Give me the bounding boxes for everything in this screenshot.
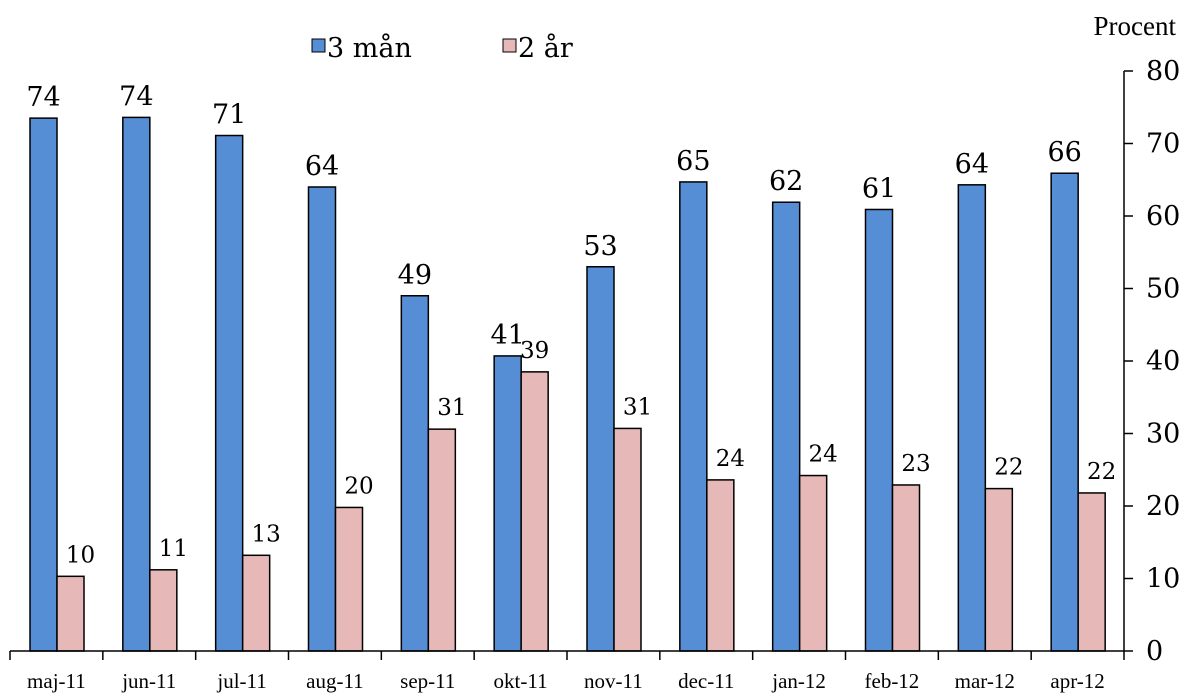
bar-2ar — [891, 484, 921, 652]
x-category-label: mar-12 — [955, 669, 1015, 693]
data-label-2ar: 24 — [716, 446, 745, 472]
data-label-3man: 74 — [119, 81, 153, 112]
x-category-label: aug-11 — [306, 669, 364, 693]
data-label-2ar: 22 — [1087, 459, 1116, 485]
data-label-3man: 74 — [26, 82, 60, 113]
legend-label-3man: 3 mån — [327, 32, 412, 64]
y-tick-label: 70 — [1146, 129, 1180, 160]
bar-2ar — [427, 428, 457, 652]
bar-2ar — [520, 371, 549, 652]
bar-3man — [1050, 172, 1079, 652]
series-2ar-bars — [56, 371, 1106, 652]
bar-2ar — [56, 575, 85, 652]
legend-swatch-3man — [311, 38, 326, 53]
bar-3man — [864, 208, 894, 652]
y-tick-label: 30 — [1146, 419, 1180, 450]
x-axis-categories: maj-11 jun-11 jul-11 aug-11 sep-11 okt-11 nov-… — [9, 651, 1125, 693]
bar-2ar — [1077, 492, 1106, 652]
bar-3man — [493, 355, 522, 652]
bar-2ar — [241, 554, 271, 652]
y-tick-label: 0 — [1146, 636, 1163, 667]
bar-3man — [679, 181, 708, 652]
bar-2ar — [334, 506, 364, 652]
y-tick-label: 50 — [1146, 274, 1180, 305]
legend-swatch-2ar — [502, 38, 517, 53]
data-label-3man: 71 — [212, 100, 246, 131]
x-category-label: feb-12 — [865, 669, 920, 693]
data-label-3man: 64 — [955, 149, 989, 180]
bar-2ar — [798, 474, 828, 652]
bar-2ar — [613, 427, 642, 652]
series-3man-bars — [29, 116, 1079, 652]
y-tick-label: 80 — [1146, 56, 1180, 87]
data-label-3man: 53 — [583, 231, 617, 262]
bar-3man — [586, 266, 615, 652]
x-category-label: maj-11 — [27, 669, 86, 693]
bar-3man — [400, 295, 430, 652]
data-label-2ar: 10 — [66, 542, 95, 568]
data-label-2ar: 24 — [809, 442, 838, 468]
bar-3man — [29, 117, 58, 652]
data-label-3man: 61 — [862, 173, 896, 204]
x-category-label: jan-12 — [771, 669, 826, 693]
x-category-label: dec-11 — [678, 669, 734, 693]
data-label-3man: 64 — [305, 151, 339, 182]
bar-3man — [771, 201, 801, 652]
data-label-2ar: 31 — [437, 395, 466, 421]
data-label-2ar: 13 — [252, 521, 281, 547]
y-tick-label: 20 — [1146, 491, 1180, 522]
data-label-3man: 66 — [1047, 137, 1081, 168]
x-category-label: jul-11 — [216, 669, 266, 693]
bar-3man — [957, 184, 987, 652]
y-tick-label: 60 — [1146, 201, 1180, 232]
bar-2ar — [149, 569, 178, 652]
legend-label-2ar: 2 år — [518, 32, 573, 64]
x-category-label: nov-11 — [584, 669, 643, 693]
legend-item-3man: 3 mån — [311, 32, 412, 64]
y-tick-label: 10 — [1146, 564, 1180, 595]
bar-3man — [214, 134, 244, 652]
data-label-3man: 65 — [676, 146, 710, 177]
x-category-label: sep-11 — [400, 669, 455, 693]
data-label-2ar: 23 — [901, 451, 930, 477]
bar-2ar — [706, 479, 735, 652]
data-label-3man: 49 — [398, 260, 432, 291]
legend-item-2ar: 2 år — [502, 32, 573, 64]
y-axis-ticks: 0 10 20 30 40 50 60 70 80 — [1124, 56, 1180, 667]
bar-2ar — [984, 487, 1014, 652]
bar-3man — [307, 186, 337, 652]
data-label-2ar: 22 — [994, 455, 1023, 481]
x-category-label: jun-11 — [121, 669, 176, 693]
legend: 3 mån 2 år — [311, 32, 573, 64]
data-label-2ar: 39 — [520, 338, 549, 364]
x-category-label: okt-11 — [494, 669, 548, 693]
data-label-2ar: 20 — [344, 473, 373, 499]
y-axis-unit-label: Procent — [1094, 11, 1177, 41]
data-label-2ar: 31 — [623, 394, 652, 420]
x-category-label: apr-12 — [1050, 669, 1104, 693]
data-label-3man: 62 — [769, 166, 803, 197]
data-label-2ar: 11 — [159, 536, 188, 562]
data-label-3man: 41 — [490, 320, 524, 351]
y-tick-label: 40 — [1146, 346, 1180, 377]
bar-3man — [122, 116, 151, 652]
